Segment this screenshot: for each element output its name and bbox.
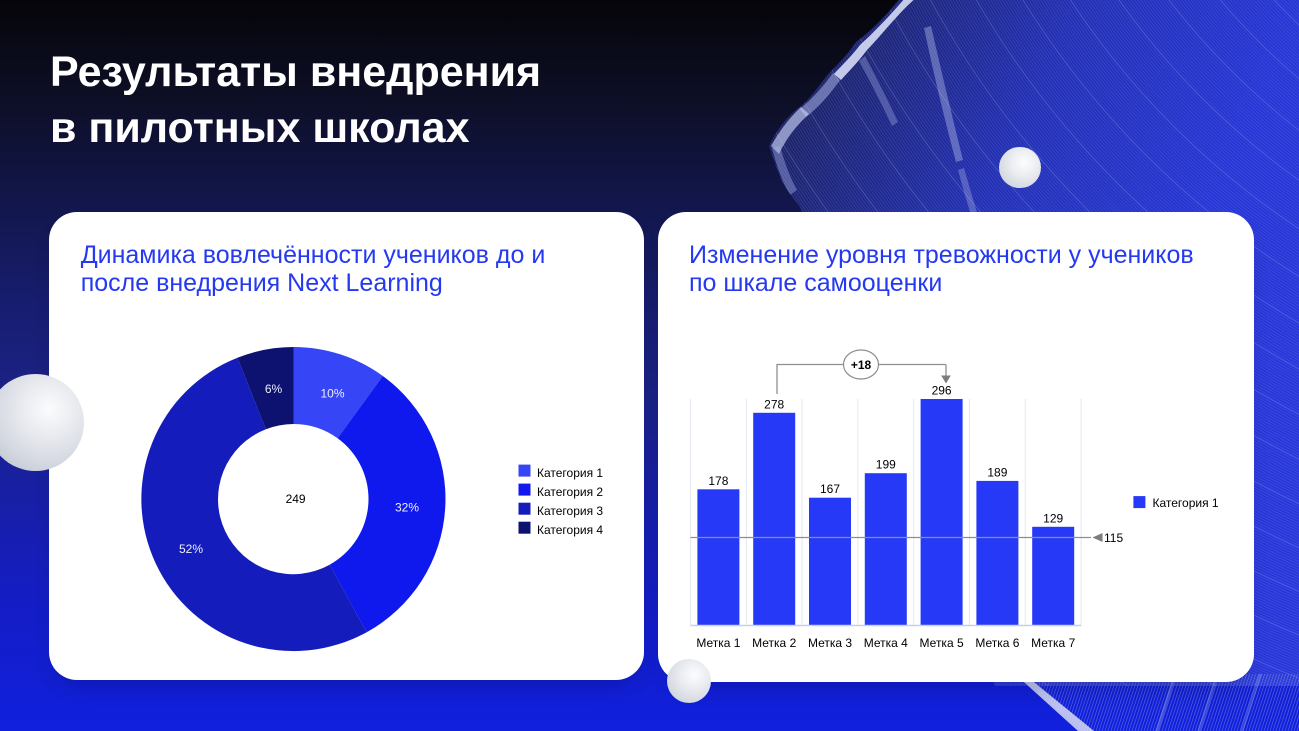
svg-text:Метка 3: Метка 3 [808,636,852,650]
svg-text:52%: 52% [179,542,203,556]
svg-text:Категория 3: Категория 3 [537,504,603,518]
svg-text:249: 249 [286,492,306,506]
svg-text:Категория 1: Категория 1 [537,466,603,480]
svg-text:129: 129 [1043,511,1063,525]
svg-text:178: 178 [708,474,728,488]
svg-text:32%: 32% [395,500,419,514]
svg-text:Категория 2: Категория 2 [537,485,603,499]
svg-text:199: 199 [876,458,896,472]
svg-text:296: 296 [932,384,952,398]
svg-text:Метка 7: Метка 7 [1031,636,1075,650]
svg-text:189: 189 [987,465,1007,479]
svg-text:10%: 10% [320,387,344,401]
svg-text:115: 115 [1104,531,1123,545]
svg-text:6%: 6% [265,382,283,396]
svg-text:278: 278 [764,397,784,411]
svg-text:Категория 1: Категория 1 [1153,496,1219,510]
svg-text:Метка 2: Метка 2 [752,636,796,650]
svg-text:Метка 4: Метка 4 [864,636,908,650]
svg-text:Метка 5: Метка 5 [920,636,964,650]
svg-text:Метка 1: Метка 1 [696,636,740,650]
svg-text:167: 167 [820,482,840,496]
svg-text:+18: +18 [851,358,872,372]
svg-text:Категория 4: Категория 4 [537,523,603,537]
svg-text:Метка 6: Метка 6 [975,636,1019,650]
